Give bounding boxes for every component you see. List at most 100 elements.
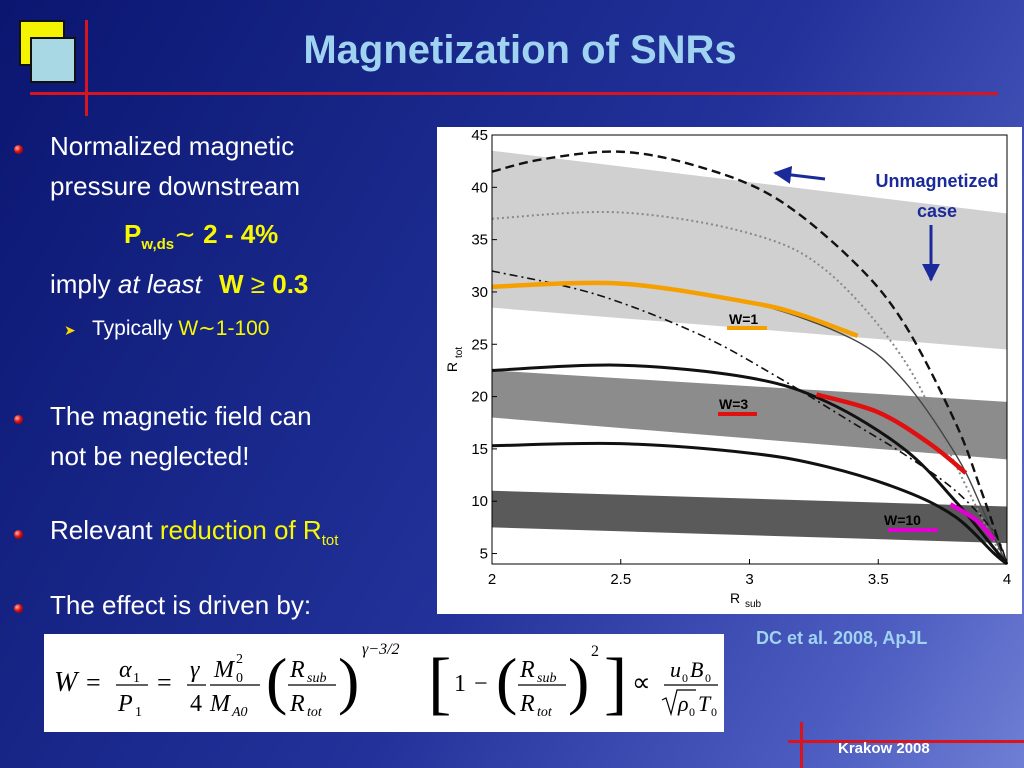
logo-square-blue — [30, 37, 76, 83]
bullet-4: The effect is driven by: — [50, 590, 312, 620]
formula-r-num-1-sub: sub — [307, 671, 326, 686]
formula-alpha: α — [119, 657, 132, 683]
formula-sqrt-icon — [661, 689, 696, 717]
formula-w: W — [54, 667, 80, 698]
label-w1: W=1 — [729, 311, 758, 327]
formula-paren-close-2: ) — [568, 645, 589, 716]
x-axis-label-main: R — [730, 590, 740, 606]
y-tick-label-7: 40 — [471, 179, 488, 196]
formula-svg: W = α 1 P 1 = γ 4 M 2 0 M A0 ( R sub R t… — [54, 641, 718, 722]
formula-four: 4 — [190, 691, 202, 717]
citation: DC et al. 2008, ApJL — [756, 628, 928, 648]
bullet-1-line-1: Normalized magnetic — [50, 131, 295, 161]
series-3-dashdot — [491, 270, 1008, 565]
footer-text: Krakow 2008 — [838, 740, 930, 757]
y-tick-label-8: 45 — [471, 127, 488, 144]
at-least-text: at least — [117, 269, 202, 299]
imply-text: imply — [50, 269, 118, 299]
formula-alpha-sub: 1 — [133, 671, 140, 686]
series-1-dashed — [491, 150, 1009, 565]
imply-line: imply at least W ≥ 0.3 — [50, 264, 308, 304]
bullet-dot-2 — [14, 415, 23, 424]
pressure-symbol: P — [124, 219, 142, 249]
formula-eq-1: = — [86, 668, 101, 697]
bullet-dot-4 — [14, 604, 23, 613]
band-3 — [492, 490, 1007, 544]
title-vertical-rule — [85, 20, 88, 116]
pressure-tilde: ∼ — [174, 219, 196, 249]
formula-r-num-2: R — [519, 657, 535, 683]
bullet-dot-3 — [14, 530, 23, 539]
y-tick-label-5: 30 — [471, 284, 488, 301]
y-tick-label-3: 20 — [471, 389, 488, 406]
y-axis-label-main: R — [444, 362, 460, 372]
formula-eq-2: = — [157, 668, 172, 697]
formula-propto: ∝ — [632, 668, 651, 697]
formula-exponent: γ−3/2 — [362, 641, 400, 658]
formula-r-num-1: R — [289, 657, 305, 683]
x-tick-label-4: 4 — [1003, 571, 1011, 588]
pressure-subscript: w,ds — [141, 236, 175, 254]
formula-gamma: γ — [190, 657, 200, 683]
formula-r-den-2-sub: tot — [537, 705, 553, 720]
formula-bracket-close: ] — [604, 645, 627, 722]
formula-m0-sup: 2 — [236, 652, 243, 667]
w-threshold-value: 0.3 — [265, 269, 309, 299]
formula-m0: M — [213, 657, 236, 683]
formula-t0-sub: 0 — [711, 705, 717, 719]
ge-symbol: ≥ — [250, 269, 266, 299]
bullet-2-line-1: The magnetic field can — [50, 401, 312, 431]
bullet-3: Relevant reduction of Rtot — [50, 510, 338, 561]
footer-horizontal-rule — [788, 740, 1024, 743]
w-symbol: W — [218, 269, 251, 299]
series-5-solid — [491, 363, 1009, 565]
unmagnetized-label-line-2: case — [917, 201, 957, 221]
formula-r-den-2: R — [519, 691, 535, 717]
y-tick-label-6: 35 — [471, 232, 488, 249]
formula-rho0-sub: 0 — [689, 705, 695, 719]
label-w10: W=10 — [884, 512, 921, 528]
formula-m0-sub: 0 — [236, 671, 243, 686]
formula-r-den-1: R — [289, 691, 305, 717]
formula-u0: u — [670, 657, 681, 682]
formula-bracket-open: [ — [428, 645, 451, 722]
bullet-3-text: Relevant — [50, 515, 160, 545]
bullet-1-line-2: pressure downstream — [50, 171, 300, 201]
formula-b0-sub: 0 — [705, 671, 711, 685]
y-tick-label-2: 15 — [471, 441, 488, 458]
formula-ma0-sub: A0 — [231, 705, 248, 720]
x-tick-label-1: 2.5 — [610, 571, 631, 588]
formula-paren-close-1: ) — [338, 645, 359, 716]
formula-square: 2 — [591, 643, 599, 660]
band-1 — [492, 150, 1007, 350]
typically-line: Typically W∼1-100 — [92, 316, 270, 341]
unmagnetized-arrow-left-icon — [773, 165, 826, 184]
pressure-percent: 2 - 4% — [195, 219, 279, 249]
title-horizontal-rule — [30, 92, 998, 95]
x-tick-label-2: 3 — [745, 571, 753, 588]
bullet-3-highlight: reduction of R — [159, 515, 322, 545]
bullet-dot-1 — [14, 145, 23, 154]
formula-t0: T — [698, 691, 712, 716]
typical-w-symbol: W∼ — [178, 317, 216, 340]
typical-w-range: 1-100 — [215, 317, 270, 340]
formula-p: P — [117, 691, 133, 717]
y-tick-label-1: 10 — [471, 493, 488, 510]
page-title: Magnetization of SNRs — [303, 28, 737, 72]
formula-rho0: ρ — [677, 691, 689, 716]
footer-vertical-rule — [800, 722, 803, 768]
series-9-highlight — [949, 502, 996, 542]
label-w3: W=3 — [719, 396, 748, 412]
formula-ma0: M — [209, 691, 232, 717]
rtot-vs-rsub-chart: 2 2.5 3 3.5 4 5 10 15 20 25 30 35 40 45 R sub R tot W… — [437, 127, 1022, 614]
w-threshold: W ≥ 0.3 — [219, 269, 308, 299]
y-tick-label-0: 5 — [480, 546, 488, 563]
sub-bullet-arrow-icon: ➤ — [64, 322, 76, 338]
series-7-highlight — [491, 280, 859, 339]
formula-r-num-2-sub: sub — [537, 671, 556, 686]
formula-p-sub: 1 — [135, 705, 142, 720]
y-tick-label-4: 25 — [471, 336, 488, 353]
formula-paren-open-2: ( — [496, 645, 517, 716]
y-axis-label: R tot — [444, 347, 465, 372]
